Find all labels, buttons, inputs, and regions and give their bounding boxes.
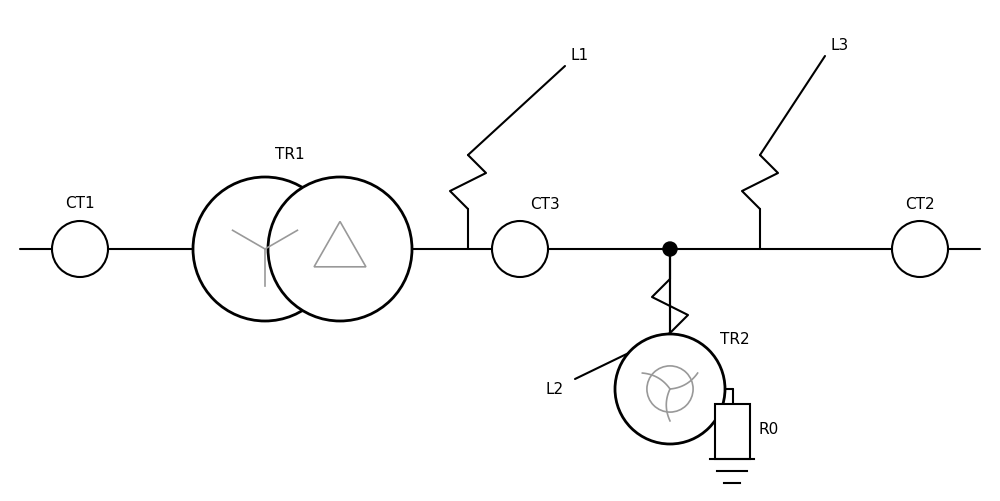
Text: CT1: CT1 <box>65 196 95 211</box>
Circle shape <box>52 221 108 278</box>
Text: L1: L1 <box>571 48 589 63</box>
Circle shape <box>268 178 412 321</box>
Circle shape <box>663 242 677 257</box>
Circle shape <box>892 221 948 278</box>
Circle shape <box>193 178 337 321</box>
Text: TR2: TR2 <box>720 332 750 347</box>
Circle shape <box>492 221 548 278</box>
Text: CT3: CT3 <box>530 197 560 212</box>
Text: L3: L3 <box>831 38 849 53</box>
Circle shape <box>615 334 725 444</box>
Text: R0: R0 <box>758 422 778 437</box>
Text: TR1: TR1 <box>275 147 305 162</box>
Bar <box>715 404 750 459</box>
Text: L2: L2 <box>546 382 564 397</box>
Text: CT2: CT2 <box>905 197 935 212</box>
